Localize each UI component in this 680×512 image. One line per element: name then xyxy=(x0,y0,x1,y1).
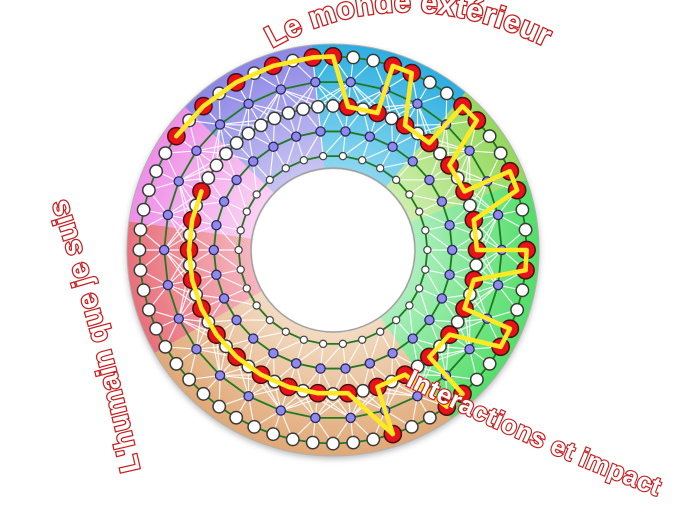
svg-text:Interactions et impact: Interactions et impact xyxy=(402,364,665,502)
